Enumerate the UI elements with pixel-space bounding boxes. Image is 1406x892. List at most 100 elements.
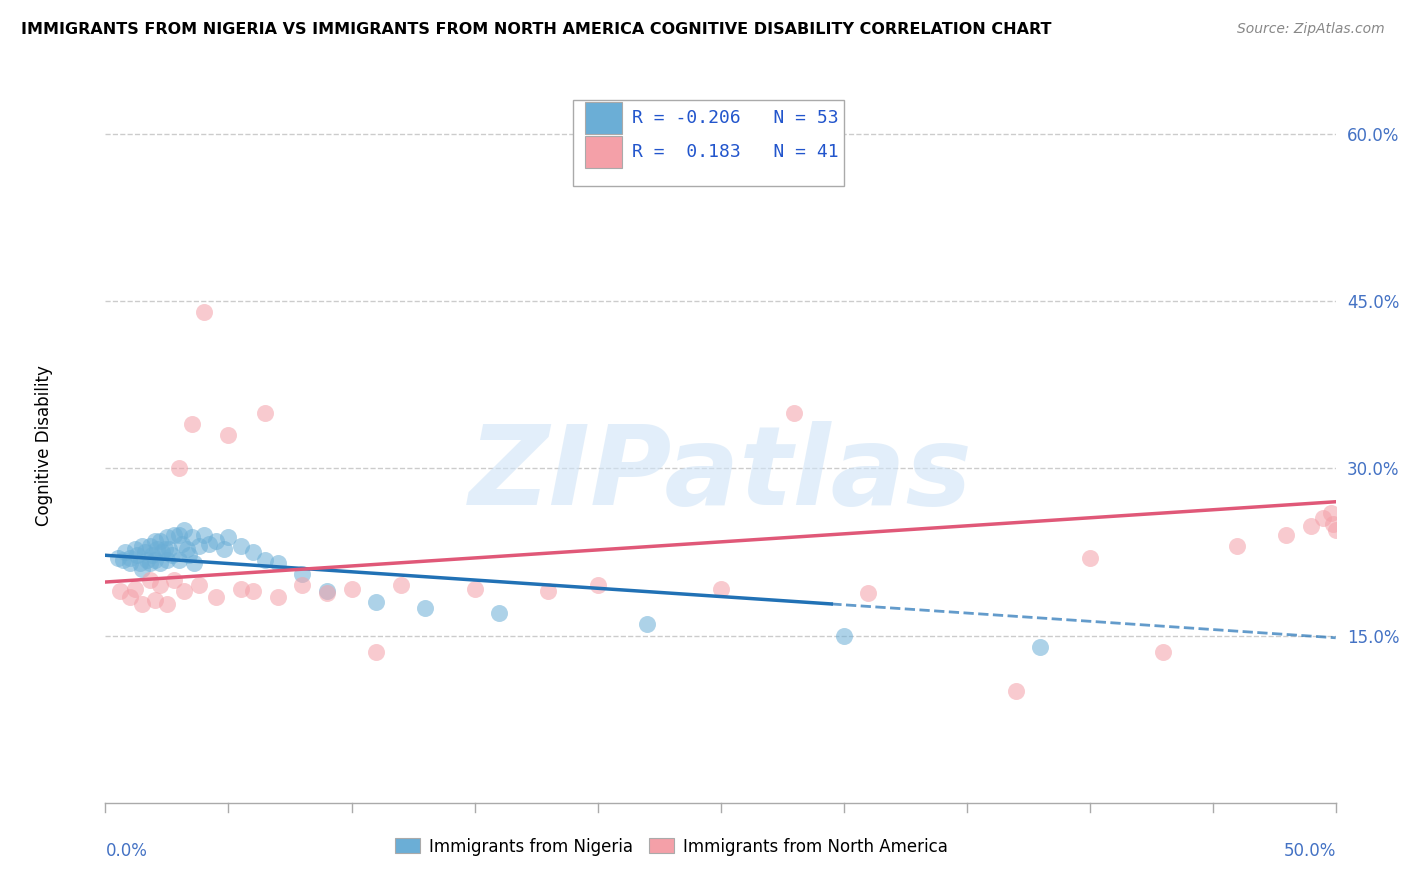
Point	[131, 598, 153, 612]
Point	[141, 548, 163, 563]
Point	[267, 590, 290, 604]
Point	[188, 539, 211, 553]
Point	[464, 582, 486, 596]
Point	[127, 548, 149, 563]
Point	[107, 550, 129, 565]
Point	[291, 567, 314, 582]
Point	[366, 595, 388, 609]
Point	[169, 528, 191, 542]
Point	[229, 539, 252, 553]
Point	[143, 533, 166, 548]
Point	[1322, 517, 1344, 532]
Point	[1319, 506, 1341, 520]
Point	[205, 590, 228, 604]
Point	[340, 582, 363, 596]
Point	[783, 405, 806, 420]
Point	[242, 545, 264, 559]
Point	[173, 523, 195, 537]
Point	[149, 533, 172, 548]
Point	[1153, 645, 1175, 659]
FancyBboxPatch shape	[574, 100, 844, 186]
Point	[537, 583, 560, 598]
Point	[138, 539, 162, 553]
Point	[193, 528, 215, 542]
Point	[267, 556, 290, 570]
Point	[254, 405, 277, 420]
Point	[159, 541, 180, 556]
Point	[229, 582, 252, 596]
Point	[169, 552, 191, 567]
Point	[389, 578, 412, 592]
Point	[138, 573, 162, 587]
Point	[114, 545, 136, 559]
Text: R =  0.183   N = 41: R = 0.183 N = 41	[633, 144, 838, 161]
Point	[197, 537, 221, 551]
Point	[111, 552, 134, 567]
Point	[179, 548, 201, 563]
Point	[163, 573, 186, 587]
Point	[138, 556, 162, 570]
Point	[120, 550, 141, 565]
Point	[170, 537, 193, 551]
Point	[156, 530, 179, 544]
Point	[173, 583, 195, 598]
Text: IMMIGRANTS FROM NIGERIA VS IMMIGRANTS FROM NORTH AMERICA COGNITIVE DISABILITY CO: IMMIGRANTS FROM NIGERIA VS IMMIGRANTS FR…	[21, 22, 1052, 37]
Point	[120, 590, 141, 604]
Point	[188, 578, 211, 592]
Text: ZIPatlas: ZIPatlas	[468, 421, 973, 528]
Point	[254, 552, 277, 567]
Point	[1312, 511, 1334, 525]
Point	[218, 530, 240, 544]
Point	[488, 607, 510, 621]
Point	[163, 528, 186, 542]
Point	[120, 556, 141, 570]
Text: 0.0%: 0.0%	[105, 842, 148, 860]
Point	[315, 583, 337, 598]
Text: Cognitive Disability: Cognitive Disability	[35, 366, 53, 526]
Point	[146, 541, 169, 556]
Point	[150, 545, 173, 559]
Point	[1275, 528, 1298, 542]
Point	[315, 586, 337, 600]
Point	[131, 562, 153, 576]
Point	[136, 552, 159, 567]
Point	[183, 556, 205, 570]
Point	[586, 578, 609, 592]
Point	[193, 305, 215, 319]
Point	[212, 541, 235, 556]
Point	[156, 598, 179, 612]
Point	[1029, 640, 1052, 654]
Point	[176, 541, 198, 556]
Point	[1226, 539, 1249, 553]
Legend: Immigrants from Nigeria, Immigrants from North America: Immigrants from Nigeria, Immigrants from…	[388, 831, 955, 863]
Point	[242, 583, 264, 598]
Point	[129, 556, 152, 570]
Point	[291, 578, 314, 592]
Point	[710, 582, 733, 596]
Point	[415, 600, 437, 615]
Point	[832, 628, 855, 642]
Point	[124, 582, 146, 596]
Point	[858, 586, 880, 600]
Point	[1004, 684, 1026, 698]
Point	[131, 539, 153, 553]
Point	[218, 427, 240, 442]
Point	[366, 645, 388, 659]
Text: Source: ZipAtlas.com: Source: ZipAtlas.com	[1237, 22, 1385, 37]
Point	[143, 552, 166, 567]
Point	[124, 541, 146, 556]
Point	[169, 461, 191, 475]
Text: 50.0%: 50.0%	[1284, 842, 1336, 860]
Text: R = -0.206   N = 53: R = -0.206 N = 53	[633, 109, 838, 127]
Point	[160, 548, 183, 563]
Point	[134, 545, 156, 559]
Point	[1078, 550, 1101, 565]
Point	[205, 533, 228, 548]
Point	[1324, 523, 1347, 537]
Point	[153, 541, 176, 556]
Point	[180, 530, 202, 544]
Point	[110, 583, 132, 598]
FancyBboxPatch shape	[585, 136, 623, 169]
FancyBboxPatch shape	[585, 102, 623, 134]
Point	[149, 578, 172, 592]
